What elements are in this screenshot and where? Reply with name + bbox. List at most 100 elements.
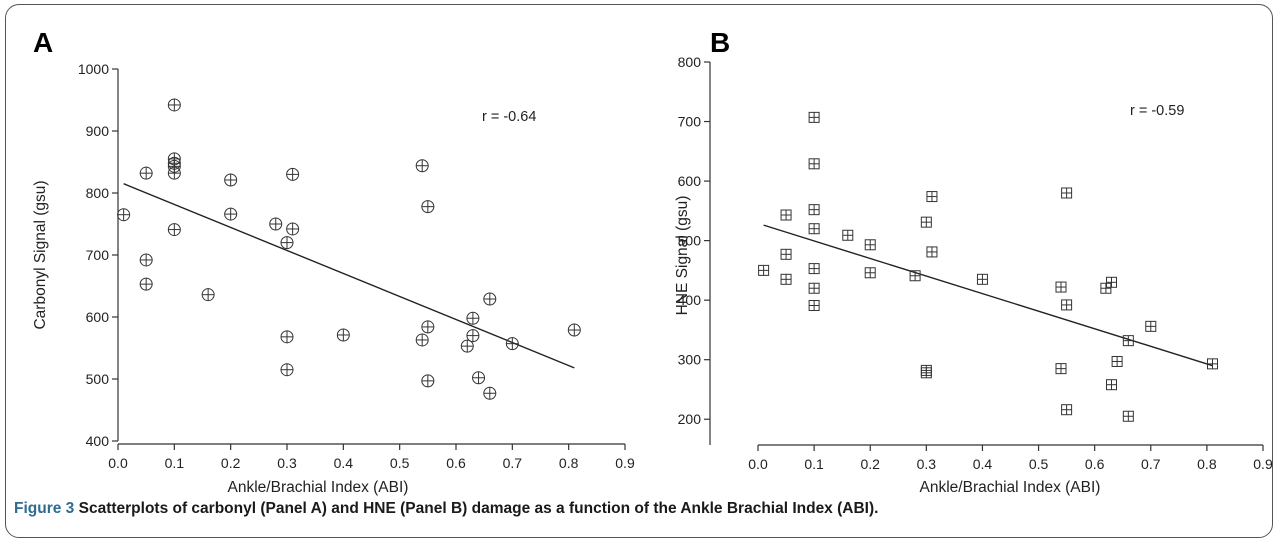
data-point-a-1 (117, 208, 131, 222)
y-tick-label-b: 600 (678, 173, 702, 189)
panel-b: B 200 300 400 500 600 700 800 0.0 0.1 0.2 0.3 0.4 0.5… (674, 27, 1273, 496)
x-tick-label-b: 0.4 (973, 456, 993, 472)
data-point-a-18 (286, 167, 300, 181)
y-tick-label-b: 700 (678, 114, 702, 130)
y-tick-label-b: 300 (678, 352, 702, 368)
data-point-b-7 (808, 204, 820, 216)
correlation-annotation-b: r = -0.59 (1130, 103, 1184, 119)
data-point-b-13 (864, 239, 876, 251)
data-point-a-11 (201, 288, 215, 302)
y-tick-label-a: 700 (86, 247, 110, 263)
y-axis-title-b: HNE Signal (gsu) (674, 196, 691, 316)
data-point-b-29 (1106, 379, 1117, 391)
y-tick-label-a: 500 (86, 371, 110, 387)
data-point-a-16 (280, 330, 294, 344)
x-tick-label-b: 0.6 (1085, 456, 1105, 472)
data-point-b-33 (1145, 320, 1157, 332)
data-point-a-5 (167, 98, 181, 112)
data-point-b-15 (909, 270, 921, 282)
data-point-b-11 (808, 300, 820, 312)
x-tick-label-b: 0.8 (1197, 456, 1217, 472)
data-point-b-9 (808, 263, 820, 275)
data-point-a-3 (139, 253, 153, 267)
figure-frame (5, 4, 1273, 538)
y-tick-label-b: 400 (678, 292, 702, 308)
y-tick-label-b: 200 (678, 411, 702, 427)
data-point-a-33 (567, 323, 581, 337)
data-point-a-9 (167, 166, 181, 180)
data-point-b-23 (1055, 363, 1067, 375)
data-point-b-16 (920, 216, 932, 228)
x-tick-label-a: 0.4 (334, 455, 354, 471)
x-axis-title-a: Ankle/Brachial Index (ABI) (228, 479, 409, 496)
x-tick-label-b: 0.1 (804, 456, 824, 472)
data-point-b-20 (926, 246, 938, 258)
figure-plots: A 400 500 600 700 800 900 1000 0.0 0.1 0.2 0.3 0.4 0.… (32, 27, 1273, 496)
data-point-a-30 (483, 292, 497, 306)
data-point-b-24 (1061, 187, 1073, 199)
y-tick-label-b: 800 (678, 54, 702, 70)
data-point-b-19 (926, 191, 938, 203)
panel-label-a: A (33, 27, 53, 58)
data-point-b-28 (1106, 276, 1117, 288)
figure-caption: Figure 3 Scatterplots of carbonyl (Panel… (14, 500, 1264, 518)
x-tick-label-a: 0.3 (277, 455, 297, 471)
x-tick-label-b: 0.5 (1029, 456, 1049, 472)
x-tick-label-b: 0.3 (917, 456, 937, 472)
data-point-a-15 (280, 236, 294, 250)
y-tick-label-a: 800 (86, 185, 110, 201)
data-point-a-21 (415, 159, 429, 173)
data-point-a-29 (472, 371, 486, 385)
data-point-b-3 (780, 248, 792, 260)
data-point-b-12 (842, 229, 854, 241)
x-tick-label-a: 0.1 (165, 455, 185, 471)
caption-text: Scatterplots of carbonyl (Panel A) and H… (78, 500, 879, 517)
x-tick-label-a: 0.0 (108, 455, 128, 471)
data-point-a-23 (421, 200, 435, 214)
regression-line-b (763, 224, 1213, 367)
y-tick-label-a: 900 (86, 123, 110, 139)
data-point-a-19 (286, 222, 300, 236)
data-point-a-20 (336, 328, 350, 342)
data-point-b-2 (780, 209, 792, 221)
data-point-a-27 (466, 311, 480, 325)
data-point-a-4 (139, 277, 153, 291)
data-point-b-34 (1207, 358, 1218, 370)
data-point-b-4 (780, 273, 792, 285)
data-point-a-17 (280, 363, 294, 377)
data-point-b-14 (864, 267, 876, 279)
x-tick-label-b: 0.2 (860, 456, 880, 472)
panel-label-b: B (710, 27, 730, 58)
data-point-a-10 (167, 223, 181, 237)
data-point-a-2 (139, 166, 153, 180)
data-point-b-26 (1061, 404, 1073, 416)
data-point-b-27 (1100, 282, 1112, 294)
data-point-b-5 (808, 111, 820, 123)
data-point-a-26 (460, 339, 474, 353)
data-point-b-21 (976, 273, 988, 285)
panel-a: A 400 500 600 700 800 900 1000 0.0 0.1 0.2 0.3 0.4 0.… (32, 27, 635, 496)
data-point-a-32 (505, 337, 519, 351)
x-tick-label-b: 0.7 (1141, 456, 1161, 472)
data-point-b-10 (808, 282, 820, 294)
x-tick-label-a: 0.2 (221, 455, 241, 471)
data-point-b-8 (808, 223, 820, 235)
data-point-a-28 (466, 329, 480, 343)
correlation-annotation-a: r = -0.64 (482, 109, 536, 125)
data-point-a-24 (421, 320, 435, 334)
x-tick-label-a: 0.9 (615, 455, 635, 471)
data-point-b-30 (1111, 355, 1123, 367)
x-tick-label-a: 0.5 (390, 455, 410, 471)
x-tick-label-b: 0.9 (1253, 456, 1273, 472)
data-point-b-18 (920, 367, 932, 379)
y-tick-label-a: 400 (86, 433, 110, 449)
x-tick-label-a: 0.6 (446, 455, 466, 471)
x-tick-label-a: 0.8 (559, 455, 579, 471)
y-tick-label-b: 500 (678, 233, 702, 249)
data-point-b-31 (1122, 335, 1134, 347)
x-axis-title-b: Ankle/Brachial Index (ABI) (920, 479, 1101, 496)
y-tick-label-a: 1000 (78, 61, 109, 77)
y-tick-label-a: 600 (86, 309, 110, 325)
data-point-a-14 (269, 217, 283, 231)
caption-label: Figure 3 (14, 500, 75, 517)
